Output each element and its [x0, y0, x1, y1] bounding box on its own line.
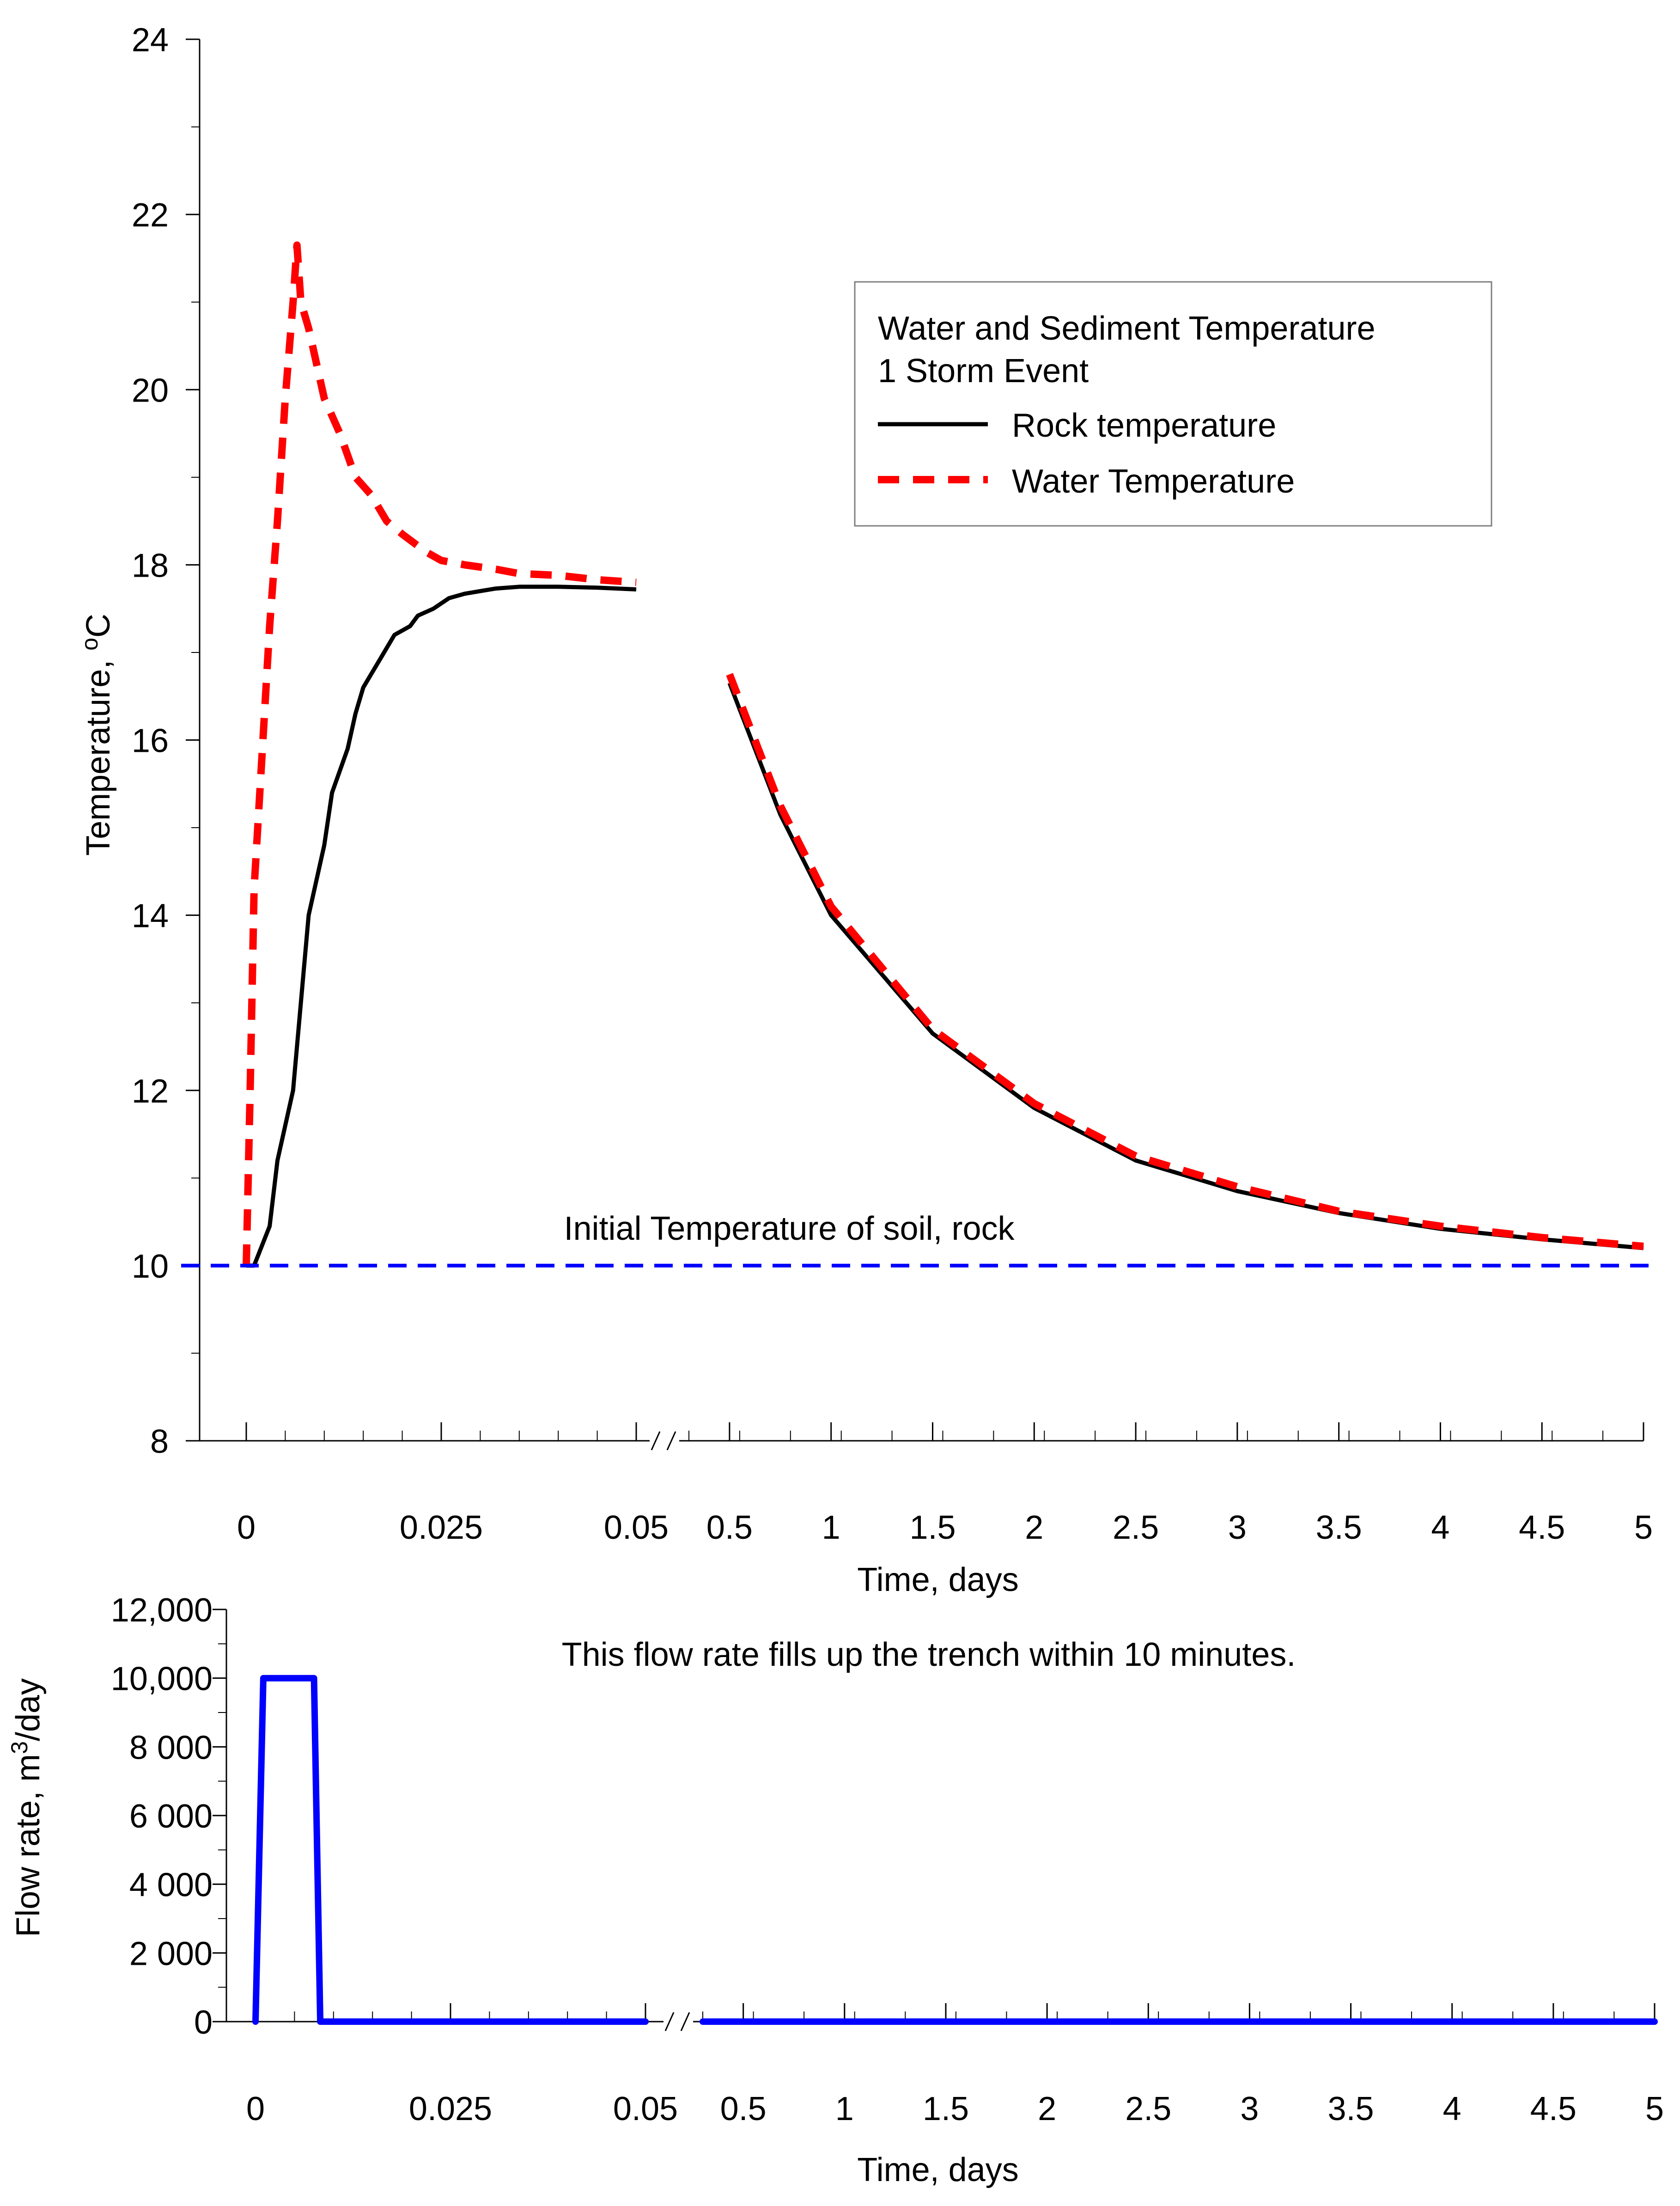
series-flow-rate-segment-0	[252, 1675, 649, 2025]
temperature-x-tick-label-0-5: 0.5	[706, 1509, 753, 1546]
flow-rate-y-tick-label-10-000: 10,000	[111, 1661, 213, 1698]
temperature-series	[181, 241, 1653, 1268]
temperature-y-tick-label-14: 14	[132, 898, 169, 935]
flow-rate-x-tick-label-0-025: 0.025	[409, 2090, 492, 2127]
flow-rate-axis-title-text: Flow rate, m	[10, 1754, 47, 1937]
flow-rate-x-tick-label-1: 1	[835, 2090, 854, 2127]
temperature-y-tick-label-24: 24	[132, 22, 169, 59]
flow-rate-x-tick-label-0: 0	[246, 2090, 265, 2127]
flow-rate-y-tick-label-8-000: 8 000	[129, 1729, 213, 1766]
temperature-axis-title-text: Temperature,	[80, 651, 117, 856]
temperature-y-tick-label-8: 8	[150, 1423, 169, 1460]
series-water-temperature-part-1	[726, 673, 1644, 1250]
series-rock-temperature-part-0	[246, 585, 637, 1268]
temperature-x-tick-label-0-05: 0.05	[604, 1509, 669, 1546]
temperature-x-tick-label-3: 3	[1228, 1509, 1247, 1546]
temperature-y-tick-label-18: 18	[132, 547, 169, 584]
flow-rate-annotation: This flow rate fills up the trench withi…	[562, 1636, 1296, 1673]
flow-rate-axis-break-mark-2	[680, 2012, 690, 2031]
temperature-x-tick-label-4: 4	[1431, 1509, 1449, 1546]
temperature-x-tick-label-4-5: 4.5	[1519, 1509, 1565, 1546]
flow-rate-x-tick-label-2: 2	[1038, 2090, 1056, 2127]
flow-rate-x-tick-label-4: 4	[1443, 2090, 1461, 2127]
temperature-y-tick-label-20: 20	[132, 372, 169, 409]
series-rock-temperature-part-1	[727, 682, 1644, 1250]
temperature-axis-title-unit: C	[80, 614, 117, 638]
legend-box	[854, 281, 1492, 527]
flow-rate-x-tick-label-3-5: 3.5	[1328, 2090, 1374, 2127]
flow-rate-x-tick-label-4-5: 4.5	[1530, 2090, 1577, 2127]
flow-rate-x-tick-label-0-5: 0.5	[720, 2090, 767, 2127]
flow-rate-series	[252, 1675, 1658, 2025]
temperature-x-tick-label-2: 2	[1025, 1509, 1043, 1546]
flow-rate-x-tick-label-2-5: 2.5	[1125, 2090, 1171, 2127]
legend-water-label: Water Temperature	[1012, 463, 1295, 500]
flow-rate-axis-title: Flow rate, m3/day	[6, 1678, 47, 1937]
temperature-x-tick-label-2-5: 2.5	[1113, 1509, 1159, 1546]
initial-temperature-annotation: Initial Temperature of soil, rock	[564, 1210, 1015, 1247]
flow-rate-axis-title-unit: /day	[10, 1678, 47, 1741]
flow-rate-y-tick-label-12-000: 12,000	[111, 1592, 213, 1629]
series-water-temperature-part-0	[243, 241, 637, 1266]
flow-rate-x-tick-label-5: 5	[1645, 2090, 1664, 2127]
flow-rate-axis-break-mark-1	[664, 2012, 675, 2031]
temperature-y-tick-label-16: 16	[132, 723, 169, 760]
legend-title-line1: Water and Sediment Temperature	[878, 310, 1376, 347]
temperature-y-tick-label-10: 10	[132, 1248, 169, 1285]
flow-rate-y-tick-label-6-000: 6 000	[129, 1798, 213, 1835]
temperature-axis-break-mark-1	[651, 1431, 661, 1450]
temperature-x-tick-label-0-025: 0.025	[400, 1509, 483, 1546]
flow-rate-y-tick-label-0: 0	[194, 2004, 213, 2041]
temperature-axis-title-sup: o	[77, 638, 103, 651]
temperature-y-tick-label-12: 12	[132, 1073, 169, 1110]
temperature-x-axis-title: Time, days	[857, 1561, 1018, 1598]
flow-rate-ticks: 0 2 000 4 000 6 000 8 000 10,000 12,000 0 0.025 0…	[111, 1592, 1664, 2127]
temperature-x-tick-label-1: 1	[822, 1509, 840, 1546]
temperature-x-tick-label-3-5: 3.5	[1316, 1509, 1362, 1546]
flow-rate-x-tick-label-3: 3	[1240, 2090, 1259, 2127]
temperature-y-tick-label-22: 22	[132, 197, 169, 234]
flow-rate-x-tick-label-1-5: 1.5	[923, 2090, 969, 2127]
temperature-chart: 8 10 12 14 16 18 20 22 24 0 0.025 0.05 0.5 1 1.5 2 2.5 3 3…	[77, 22, 1653, 1598]
temperature-axis-title: Temperature, oC	[77, 614, 117, 856]
temperature-x-tick-label-5: 5	[1634, 1509, 1653, 1546]
temperature-x-tick-label-0: 0	[237, 1509, 256, 1546]
legend: Water and Sediment Temperature 1 Storm E…	[854, 281, 1492, 527]
temperature-x-tick-label-1-5: 1.5	[909, 1509, 956, 1546]
legend-rock-label: Rock temperature	[1012, 407, 1276, 444]
legend-title-line2: 1 Storm Event	[878, 353, 1089, 390]
flow-rate-axis-title-sup: 3	[6, 1741, 32, 1754]
temperature-ticks: 8 10 12 14 16 18 20 22 24 0 0.025 0.05 0.5 1 1.5 2 2.5 3 3…	[132, 22, 1653, 1546]
flow-rate-y-tick-label-2-000: 2 000	[129, 1935, 213, 1972]
temperature-axis-break-mark-2	[666, 1431, 676, 1450]
flow-rate-x-axis-title: Time, days	[857, 2151, 1018, 2188]
flow-rate-chart: 0 2 000 4 000 6 000 8 000 10,000 12,000 0 0.025 0…	[6, 1592, 1664, 2188]
flow-rate-y-tick-label-4-000: 4 000	[129, 1867, 213, 1904]
flow-rate-x-tick-label-0-05: 0.05	[613, 2090, 678, 2127]
